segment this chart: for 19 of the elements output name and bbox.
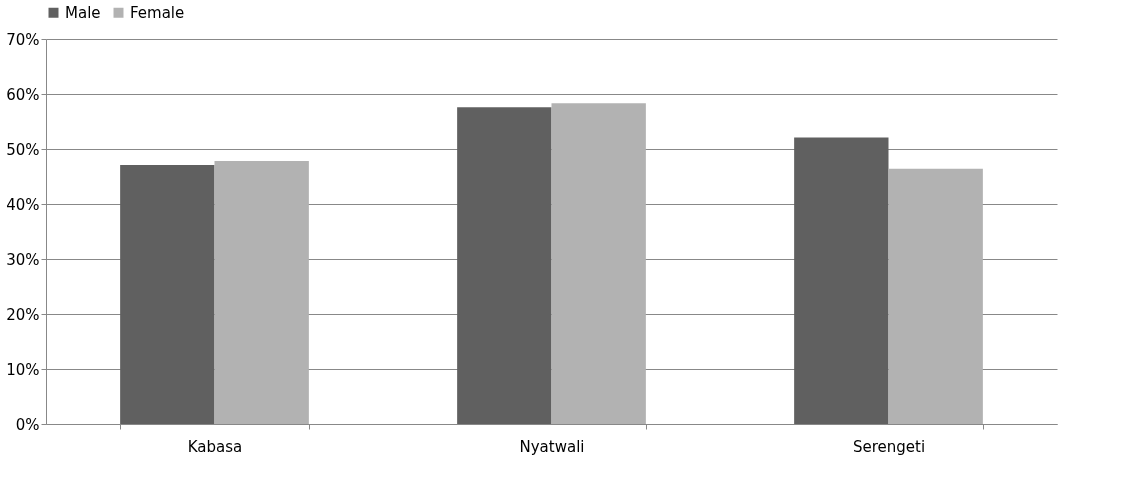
bar (551, 103, 646, 424)
bar (457, 107, 552, 424)
y-tick-label: 50% (6, 140, 40, 159)
y-tick-label: 20% (6, 305, 40, 324)
bar (794, 137, 889, 424)
y-tick-label: 0% (15, 415, 40, 434)
x-tick-label: Kabasa (187, 437, 243, 456)
y-tick-label: 60% (6, 85, 40, 104)
y-tick-label: 40% (6, 195, 40, 214)
bar (888, 168, 983, 424)
bar (120, 164, 215, 424)
y-tick-label: 70% (6, 30, 40, 49)
x-tick-label: Nyatwali (519, 437, 585, 456)
legend-label: Male (65, 3, 101, 22)
y-tick-label: 10% (6, 360, 40, 379)
legend-label: Female (130, 3, 185, 22)
y-tick-label: 30% (6, 250, 40, 269)
bar (214, 161, 309, 424)
x-tick-label: Serengeti (852, 437, 926, 456)
